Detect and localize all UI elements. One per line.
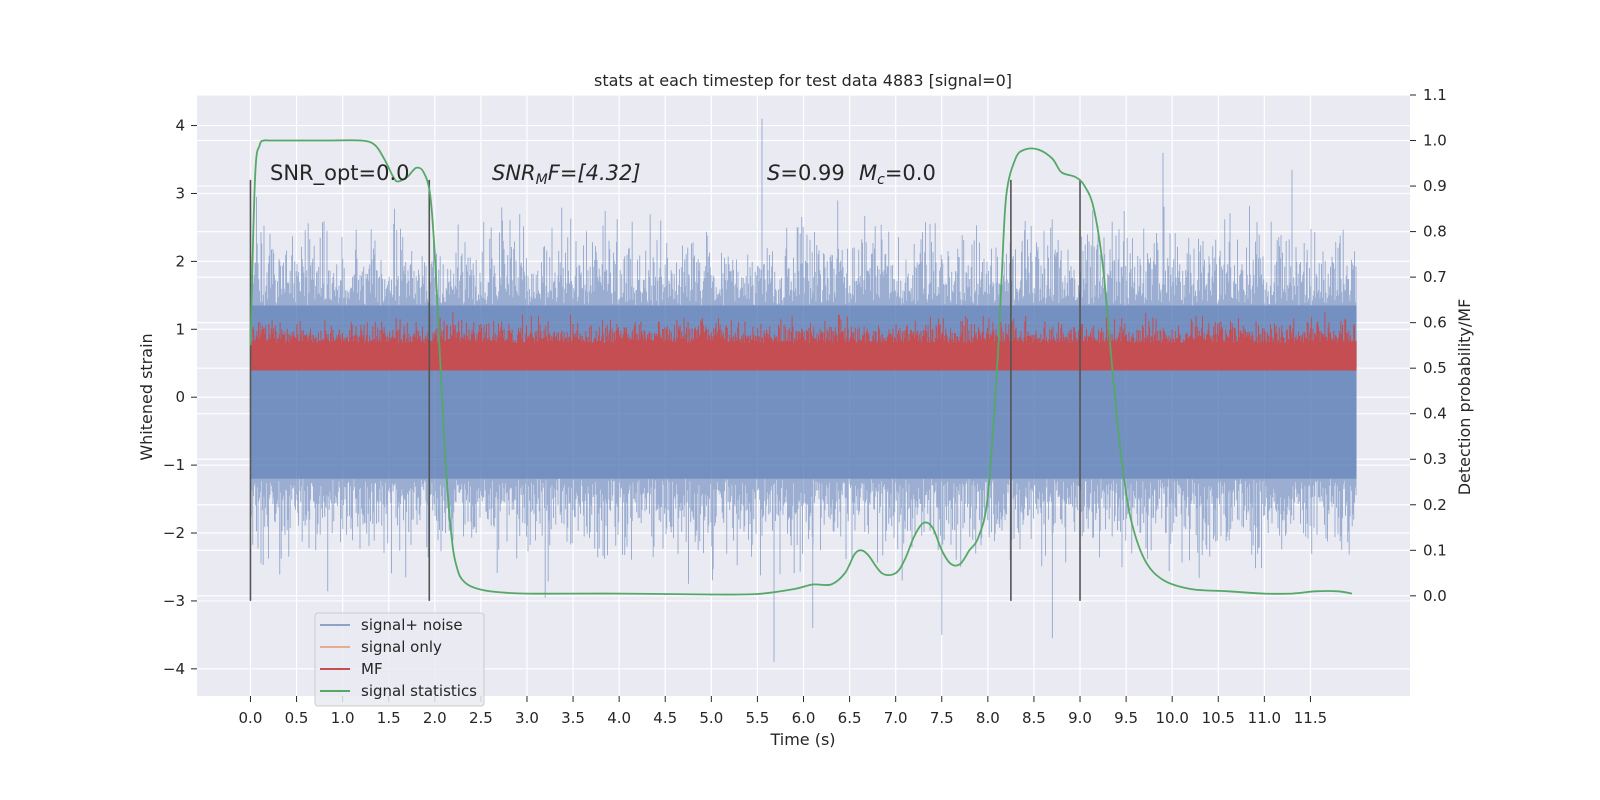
legend-label-signal-noise: signal+ noise: [361, 616, 463, 634]
x-tick-label: 10.0: [1155, 709, 1188, 727]
x-tick-label: 4.5: [653, 709, 677, 727]
y2-tick-label: 0.2: [1423, 496, 1447, 514]
y2-tick-label: 0.3: [1423, 450, 1447, 468]
mc-annotation: Mc=0.0: [859, 161, 936, 188]
x-axis-ticks: 0.0 0.5 1.0 1.5 2.0 2.5 3.0 3.5 4.0 4.5 5.0 5.5 6.0 6…: [239, 696, 1327, 727]
legend-item-signal-noise: signal+ noise: [320, 616, 463, 634]
x-tick-label: 4.0: [607, 709, 631, 727]
y-axis-ticks: 4 3 2 1 0 −1 −2 −3 −4: [163, 117, 197, 678]
snr-mf-rest: F=[4.32]: [548, 161, 641, 185]
x-tick-label: 7.5: [930, 709, 954, 727]
x-tick-label: 11.5: [1294, 709, 1327, 727]
x-tick-label: 9.5: [1114, 709, 1138, 727]
x-tick-label: 3.5: [561, 709, 585, 727]
y-tick-label: 3: [175, 184, 185, 202]
y-tick-label: 4: [175, 117, 185, 135]
x-tick-label: 5.5: [745, 709, 769, 727]
y2-tick-label: 0.5: [1423, 359, 1447, 377]
y2-tick-label: 0.7: [1423, 268, 1447, 286]
x-tick-label: 0.5: [285, 709, 309, 727]
x-tick-label: 7.0: [884, 709, 908, 727]
x-tick-label: 0.0: [239, 709, 263, 727]
x-tick-label: 3.0: [515, 709, 539, 727]
x-tick-label: 6.5: [838, 709, 862, 727]
legend-label-signal-only: signal only: [361, 638, 442, 656]
x-tick-label: 11.0: [1248, 709, 1281, 727]
legend-box: [314, 612, 485, 707]
y-tick-label: −3: [163, 592, 185, 610]
y2-axis-label: Detection probability/MF: [1455, 299, 1474, 496]
x-tick-label: 8.5: [1022, 709, 1046, 727]
legend-item-signal-only: signal only: [320, 638, 442, 656]
x-tick-label: 2.0: [423, 709, 447, 727]
s-label: S: [767, 161, 780, 185]
y-tick-label: 0: [175, 388, 185, 406]
y2-tick-label: 1.0: [1423, 132, 1447, 150]
y2-tick-label: 0.4: [1423, 405, 1447, 423]
s-annotation: S=0.99: [767, 161, 845, 185]
y-tick-label: 2: [175, 252, 185, 270]
x-tick-label: 8.0: [976, 709, 1000, 727]
y-axis-label: Whitened strain: [137, 333, 156, 460]
signal-statistics-line: [249, 139, 1353, 596]
x-axis-label: Time (s): [769, 730, 835, 749]
legend-label-mf: MF: [361, 660, 383, 678]
y2-tick-label: 0.6: [1423, 314, 1447, 332]
y-tick-label: 1: [175, 320, 185, 338]
y2-tick-label: 0.0: [1423, 587, 1447, 605]
y-tick-label: −2: [163, 524, 185, 542]
y2-tick-label: 0.9: [1423, 177, 1447, 195]
y-tick-label: −1: [163, 456, 185, 474]
y2-axis-ticks: 1.1 1.0 0.9 0.8 0.7 0.6 0.5 0.4 0.3 0.2 0.1 0.0: [1410, 86, 1447, 605]
mc-value: =0.0: [885, 161, 936, 185]
snr-mf-annotation: SNRMF=[4.32]: [492, 161, 641, 188]
snr-opt-annotation: SNR_opt=0.0: [270, 161, 410, 186]
legend-label-signal-statistics: signal statistics: [361, 682, 477, 700]
s-value: =0.99: [780, 161, 844, 185]
legend: signal+ noise signal only MF signal stat…: [314, 612, 485, 707]
x-tick-label: 1.5: [377, 709, 401, 727]
snr-mf-sub: M: [536, 172, 548, 188]
y2-tick-label: 0.1: [1423, 541, 1447, 559]
legend-item-mf: MF: [320, 660, 383, 678]
x-tick-label: 1.0: [331, 709, 355, 727]
mc-sub: c: [877, 172, 885, 188]
x-tick-label: 9.0: [1068, 709, 1092, 727]
legend-item-signal-statistics: signal statistics: [320, 682, 477, 700]
y2-tick-label: 0.8: [1423, 223, 1447, 241]
y-tick-label: −4: [163, 660, 185, 678]
x-tick-label: 5.0: [699, 709, 723, 727]
vertical-markers: [249, 179, 1081, 601]
x-tick-label: 6.0: [792, 709, 816, 727]
x-tick-label: 2.5: [469, 709, 493, 727]
snr-mf-base: SNR: [492, 161, 536, 185]
y2-tick-label: 1.1: [1423, 86, 1447, 104]
x-tick-label: 10.5: [1202, 709, 1235, 727]
chart-title: stats at each timestep for test data 488…: [594, 71, 1012, 90]
mc-base: M: [859, 161, 877, 185]
